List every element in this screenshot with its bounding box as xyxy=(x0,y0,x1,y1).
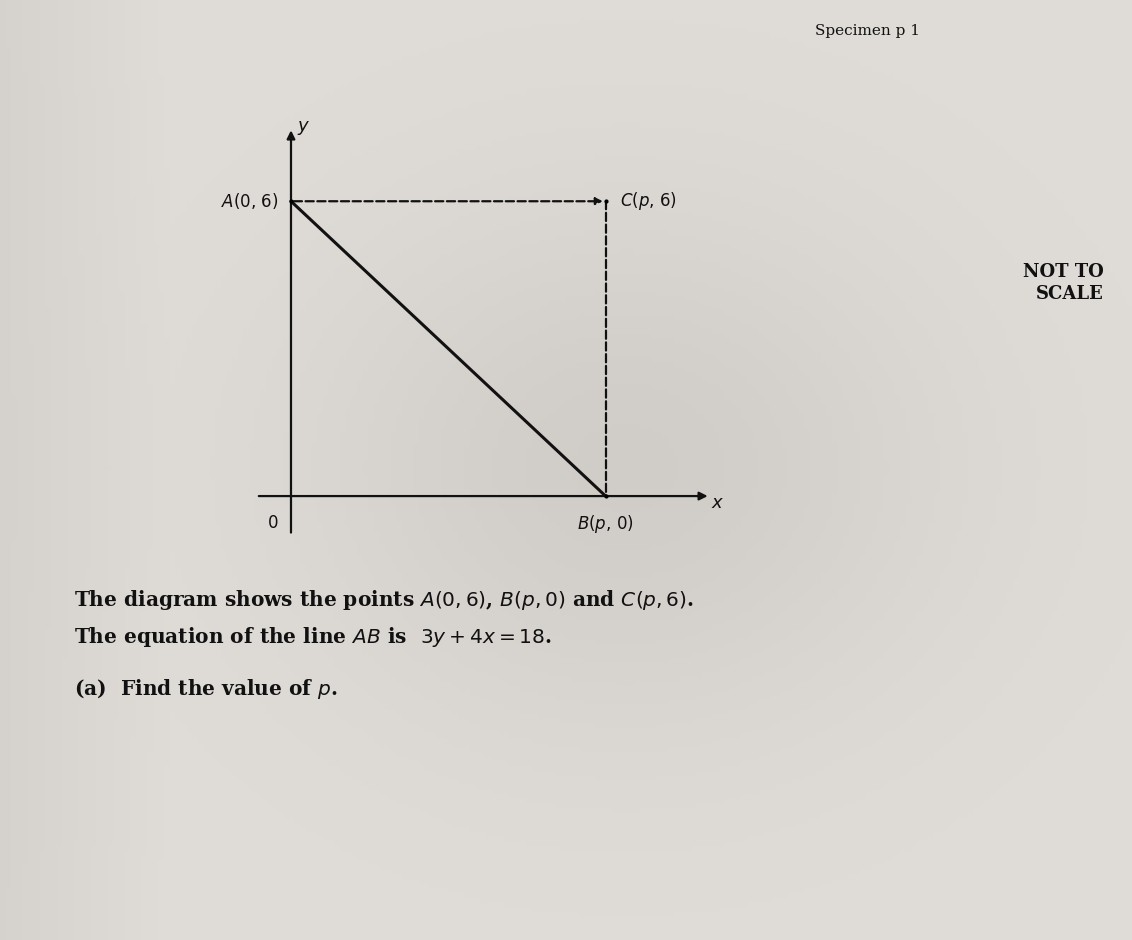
Text: $\it{B}$($p$, 0): $\it{B}$($p$, 0) xyxy=(577,513,634,535)
Text: Specimen p 1: Specimen p 1 xyxy=(815,24,920,38)
Text: The equation of the line $AB$ is  $3y+4x = 18$.: The equation of the line $AB$ is $3y+4x … xyxy=(74,625,551,650)
Text: $\it{C}$($p$, 6): $\it{C}$($p$, 6) xyxy=(619,190,677,212)
Text: $x$: $x$ xyxy=(711,494,724,512)
Text: $y$: $y$ xyxy=(297,118,310,136)
Text: (a)  Find the value of $p$.: (a) Find the value of $p$. xyxy=(74,677,337,701)
Text: 0: 0 xyxy=(268,514,278,532)
Text: $\it{A}$(0, 6): $\it{A}$(0, 6) xyxy=(221,191,278,212)
Text: The diagram shows the points $A(0, 6)$, $B(p, 0)$ and $C(p, 6)$.: The diagram shows the points $A(0, 6)$, … xyxy=(74,588,694,612)
Text: NOT TO
SCALE: NOT TO SCALE xyxy=(1023,263,1104,304)
